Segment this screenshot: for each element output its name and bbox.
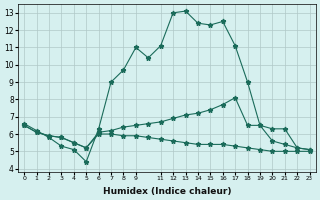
X-axis label: Humidex (Indice chaleur): Humidex (Indice chaleur)	[103, 187, 231, 196]
